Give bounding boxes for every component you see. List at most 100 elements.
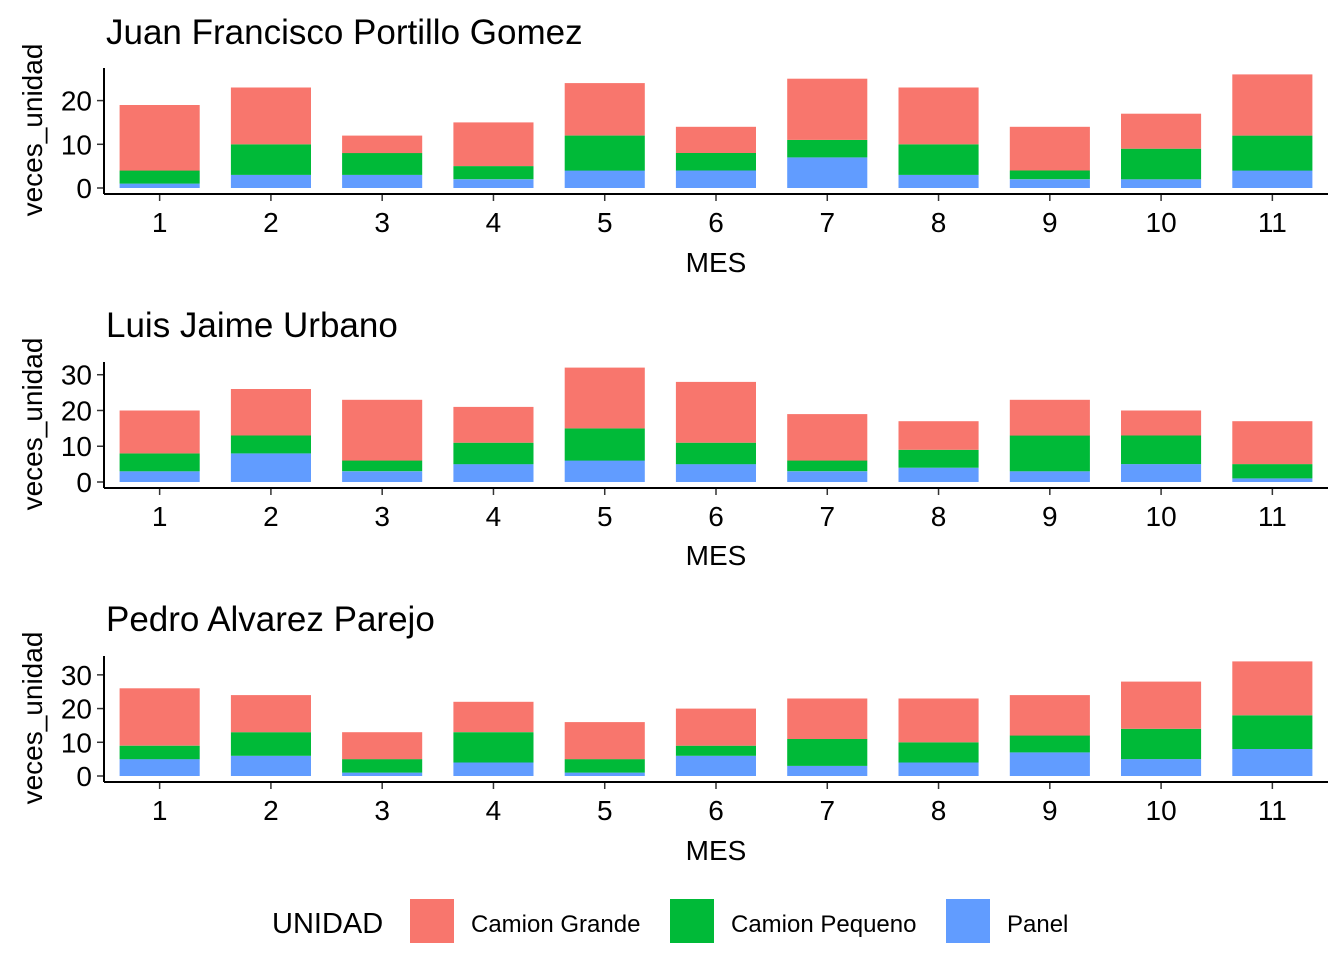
x-tick-label: 6 <box>708 795 724 826</box>
bar-segment-panel <box>119 183 200 188</box>
y-tick-label: 0 <box>76 761 92 792</box>
bar-segment-camion-pequeno <box>1009 735 1090 753</box>
x-tick-label: 5 <box>597 207 613 238</box>
bar-segment-camion-grande <box>1009 399 1090 436</box>
bar-segment-camion-grande <box>230 389 311 436</box>
bar-segment-camion-grande <box>898 698 979 743</box>
panel-juan-francisco: Juan Francisco Portillo Gomez veces_unid… <box>17 13 1328 278</box>
bar-segment-camion-pequeno <box>1121 435 1202 465</box>
x-tick-label: 11 <box>1258 207 1287 238</box>
bar-segment-camion-grande <box>230 695 311 733</box>
x-tick-label: 9 <box>1042 501 1058 532</box>
x-tick-label: 6 <box>708 501 724 532</box>
bar-segment-panel <box>787 765 868 776</box>
bar-segment-camion-pequeno <box>1009 435 1090 472</box>
legend-swatch-panel <box>946 899 990 943</box>
bar-segment-panel <box>898 467 979 482</box>
panel-title: Juan Francisco Portillo Gomez <box>106 13 583 52</box>
bar-segment-panel <box>1121 464 1202 482</box>
x-tick-label: 7 <box>819 207 835 238</box>
bar-segment-camion-grande <box>564 722 645 760</box>
x-tick-label: 8 <box>931 795 947 826</box>
bar-segment-camion-grande <box>1232 661 1313 716</box>
bar-segment-camion-grande <box>453 406 534 443</box>
bar-segment-camion-grande <box>453 701 534 733</box>
bar-segment-camion-pequeno <box>787 460 868 472</box>
legend-swatch-camion-pequeno <box>670 899 714 943</box>
bar-segment-panel <box>230 174 311 188</box>
x-tick-label: 3 <box>374 795 390 826</box>
x-tick-label: 9 <box>1042 207 1058 238</box>
bar-segment-camion-grande <box>119 105 200 171</box>
bar-segment-panel <box>787 471 868 482</box>
bar-segment-panel <box>342 471 423 482</box>
bar-segment-camion-pequeno <box>342 759 423 773</box>
bar-segment-camion-grande <box>787 414 868 461</box>
panel-title: Pedro Alvarez Parejo <box>106 600 435 639</box>
x-tick-label: 2 <box>263 795 279 826</box>
bar-segment-camion-pequeno <box>787 738 868 766</box>
bar-segment-camion-grande <box>675 126 756 153</box>
bar-segment-camion-pequeno <box>898 449 979 468</box>
x-tick-label: 10 <box>1146 501 1177 532</box>
bar-segment-camion-grande <box>119 410 200 454</box>
x-axis-label: MES <box>686 247 747 278</box>
x-tick-label: 5 <box>597 795 613 826</box>
bar-segment-panel <box>453 464 534 482</box>
bar-segment-camion-pequeno <box>230 144 311 175</box>
legend-label: Camion Pequeno <box>731 911 916 938</box>
bar-segment-panel <box>564 170 645 188</box>
y-tick-label: 10 <box>61 129 92 160</box>
bar-segment-camion-grande <box>1121 113 1202 149</box>
x-tick-label: 7 <box>819 501 835 532</box>
bar-segment-camion-pequeno <box>1121 148 1202 180</box>
bar-segment-camion-grande <box>230 87 311 145</box>
bar-segment-camion-grande <box>1232 74 1313 136</box>
bar-segment-camion-pequeno <box>675 745 756 756</box>
bar-segment-panel <box>230 755 311 776</box>
bar-segment-panel <box>119 471 200 482</box>
y-tick-label: 10 <box>61 727 92 758</box>
x-tick-label: 8 <box>931 207 947 238</box>
bar-segment-camion-grande <box>119 688 200 746</box>
bar-segment-camion-grande <box>675 708 756 746</box>
bar-segment-camion-pequeno <box>453 166 534 180</box>
y-axis-label: veces_unidad <box>17 632 48 805</box>
bar-segment-camion-grande <box>1121 681 1202 729</box>
bar-segment-camion-grande <box>787 78 868 140</box>
x-tick-label: 9 <box>1042 795 1058 826</box>
x-tick-label: 2 <box>263 501 279 532</box>
bar-segment-camion-pequeno <box>787 139 868 158</box>
bar-segment-camion-pequeno <box>1009 170 1090 180</box>
bar-segment-camion-pequeno <box>230 732 311 756</box>
bar-segment-panel <box>564 460 645 482</box>
panel-title: Luis Jaime Urbano <box>106 306 398 345</box>
x-tick-label: 2 <box>263 207 279 238</box>
x-tick-label: 1 <box>152 795 168 826</box>
y-tick-label: 30 <box>61 660 92 691</box>
bar-segment-camion-grande <box>1121 410 1202 436</box>
x-tick-label: 11 <box>1258 795 1287 826</box>
bar-segment-panel <box>675 464 756 482</box>
bar-segment-camion-grande <box>342 732 423 760</box>
bar-segment-camion-grande <box>342 399 423 461</box>
bar-segment-camion-pequeno <box>1232 135 1313 171</box>
bar-segment-camion-pequeno <box>564 759 645 773</box>
bar-segment-camion-pequeno <box>342 153 423 175</box>
bar-segment-camion-pequeno <box>119 453 200 472</box>
plot-area: 1 2 3 4 5 6 7 8 9 10 11 0 10 20 <box>61 68 1328 238</box>
x-tick-label: 5 <box>597 501 613 532</box>
y-tick-label: 10 <box>61 431 92 462</box>
bar-segment-panel <box>342 174 423 188</box>
legend-label: Panel <box>1007 911 1068 938</box>
bar-segment-camion-grande <box>564 83 645 136</box>
y-tick-label: 0 <box>76 173 92 204</box>
y-tick-label: 20 <box>61 694 92 725</box>
bar-segment-camion-grande <box>898 421 979 450</box>
x-tick-label: 6 <box>708 207 724 238</box>
legend-label: Camion Grande <box>471 911 640 938</box>
bar-segment-panel <box>898 174 979 188</box>
